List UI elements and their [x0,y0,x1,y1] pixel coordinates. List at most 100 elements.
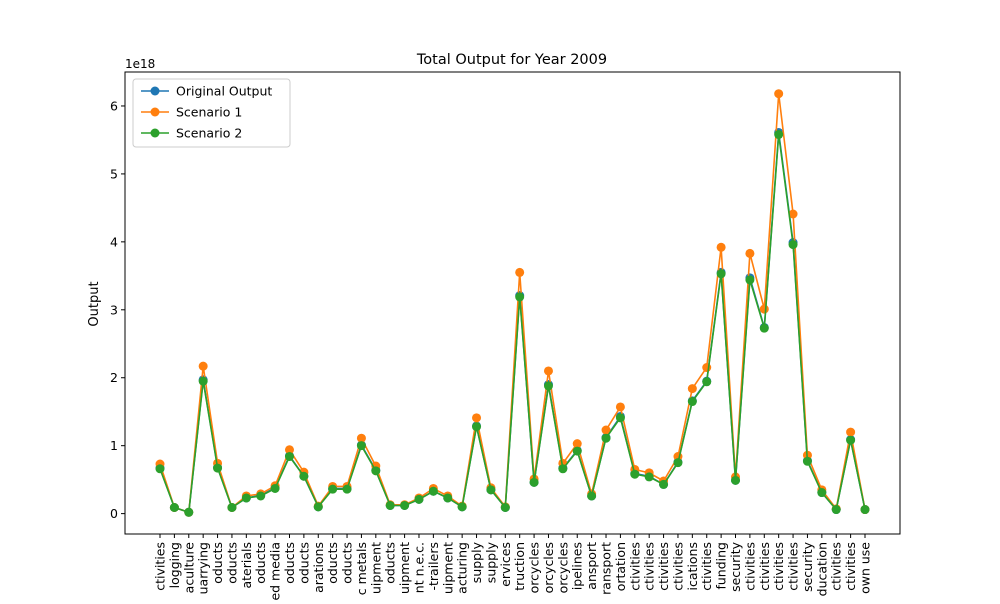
data-point [515,292,525,302]
data-point [299,471,309,481]
data-point [788,240,798,250]
data-point [428,486,438,496]
data-point [774,130,784,140]
x-tick-label: ctivities [771,542,786,591]
data-point [486,485,496,495]
data-point [385,500,395,510]
x-tick-label: truction [512,542,527,591]
x-tick-label: supply [483,541,498,583]
x-tick-label: ctivities [742,542,757,591]
data-point [572,439,582,449]
x-tick-label: ctivities [656,542,671,591]
series-line-2 [159,93,866,514]
x-tick-label: oducts [224,542,239,584]
x-tick-label: ications [685,542,700,590]
x-tick-label: funding [714,542,729,590]
x-tick-label: own use [858,542,873,594]
x-tick-label: c metals [354,542,369,595]
x-tick-label: oducts [325,542,340,584]
data-point [169,503,179,513]
x-tick-label: supply [469,541,484,583]
data-point [213,463,223,473]
x-tick-label: oducts [340,542,355,584]
y-tick-label: 5 [110,166,118,181]
data-point [759,323,769,333]
x-tick-label: orcycles [541,542,556,593]
data-point [184,507,194,517]
x-tick-label: -trailers [426,542,441,591]
data-point [644,472,654,482]
plot-frame [124,71,901,535]
x-tick-label: orcycles [527,542,542,593]
legend-box [132,78,291,148]
data-point [472,422,482,432]
data-point [284,445,294,455]
series-line-3 [159,134,866,514]
data-point [687,397,697,407]
x-tick-label: ctivities [843,542,858,591]
x-tick-label: ducation [814,542,829,596]
data-point [846,435,856,445]
data-point [443,493,453,503]
y-tick-label: 1 [110,438,118,453]
x-tick-label: ctivities [829,542,844,591]
x-tick-label: oducts [210,542,225,584]
x-tick-label: orcycles [555,542,570,593]
x-tick-label: oducts [383,542,398,584]
x-tick-label: logging [167,542,182,588]
x-tick-label: ctivities [627,542,642,591]
data-point [831,505,841,515]
x-tick-label: uipment [440,542,455,594]
data-point [716,242,726,252]
y-axis-label: Output [87,281,102,326]
x-tick-label: arations [311,542,326,593]
data-point [500,503,510,513]
data-point [256,491,266,501]
data-point [731,475,741,485]
data-point [630,469,640,479]
legend-label: Scenario 1 [176,105,242,120]
data-point [270,483,280,493]
data-point [342,484,352,494]
data-point [198,361,208,371]
data-point [659,479,669,489]
x-tick-label: ctivities [757,542,772,591]
data-point [371,466,381,476]
x-tick-label: ctivities [642,542,657,591]
x-tick-label: ervices [498,542,513,587]
series-line-1 [159,132,866,514]
x-tick-label: aterials [239,542,254,589]
data-point [400,500,410,510]
x-tick-label: nt n.e.c. [411,542,426,593]
data-point [198,376,208,386]
data-point [788,209,798,219]
data-point [457,502,467,512]
data-point [601,433,611,443]
data-point [558,464,568,474]
y-tick-label: 2 [110,370,118,385]
legend-swatch-marker [150,86,160,96]
chart-title: Total Output for Year 2009 [416,52,607,68]
data-point [745,275,755,285]
data-point [472,413,482,423]
data-point [774,89,784,99]
data-point [802,456,812,466]
data-point [745,248,755,258]
data-point [328,484,338,494]
data-point [572,446,582,456]
y-tick-label: 3 [110,302,118,317]
data-point [356,441,366,451]
x-tick-label: ctivities [786,542,801,591]
x-tick-label: ctivities [699,542,714,591]
x-tick-label: oducts [253,542,268,584]
legend-label: Scenario 2 [176,126,242,141]
x-tick-label: aculture [181,542,196,594]
y-tick-label: 6 [110,98,118,113]
legend: Original Output Scenario 1 Scenario 2 [132,78,291,148]
x-tick-label: uarrying [196,542,211,594]
data-point [543,381,553,391]
y-offset-text: 1e18 [125,57,155,71]
